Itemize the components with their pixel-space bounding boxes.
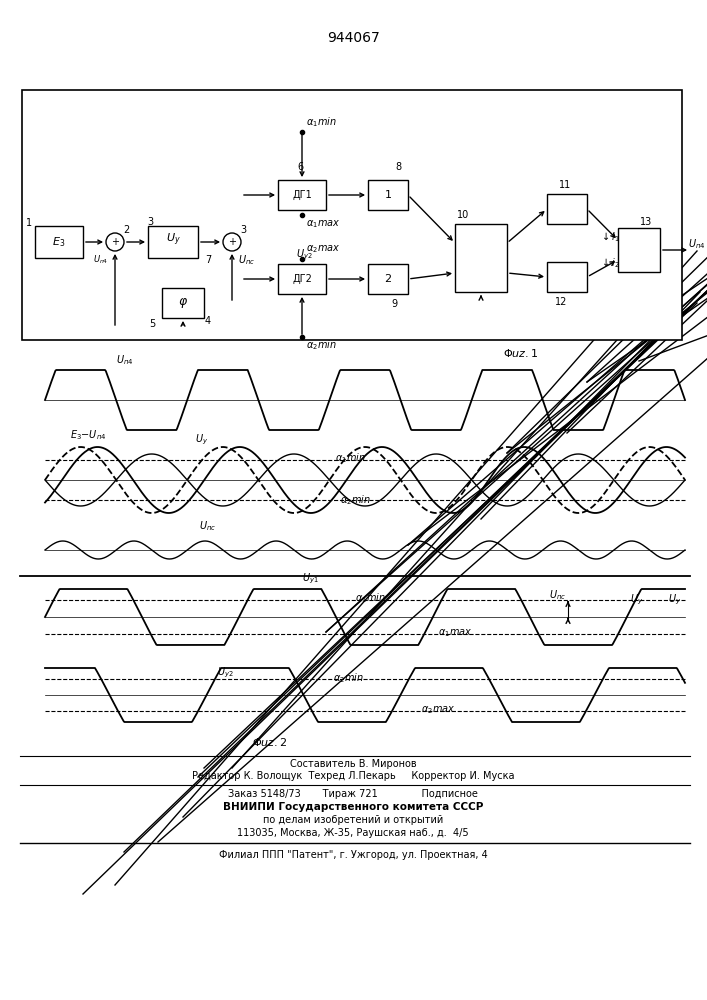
Bar	[278, 180, 326, 210]
Text: $\alpha_2 min$: $\alpha_2 min$	[339, 493, 370, 507]
Bar	[368, 180, 408, 210]
Text: $\Phi uz.1$: $\Phi uz.1$	[503, 347, 538, 359]
Bar	[148, 226, 198, 258]
Bar	[547, 194, 587, 224]
Text: $\alpha_1 max$: $\alpha_1 max$	[306, 218, 340, 230]
Text: 3: 3	[147, 217, 153, 227]
Text: ДГ1: ДГ1	[292, 190, 312, 200]
Bar	[278, 264, 326, 294]
Text: 6: 6	[297, 162, 303, 172]
Text: $\alpha_1 min$: $\alpha_1 min$	[355, 591, 385, 605]
Text: Редактор К. Волощук  Техред Л.Пекарь     Корректор И. Муска: Редактор К. Волощук Техред Л.Пекарь Корр…	[192, 771, 514, 781]
Bar	[455, 224, 507, 292]
Text: $\alpha_2 max$: $\alpha_2 max$	[306, 243, 340, 255]
Bar	[618, 228, 660, 272]
Text: $\alpha_2 max$: $\alpha_2 max$	[421, 704, 455, 716]
Bar	[547, 262, 587, 292]
Text: $\downarrow i_1$: $\downarrow i_1$	[600, 230, 620, 244]
Text: 2: 2	[385, 274, 392, 284]
Text: $U_{п4}$: $U_{п4}$	[93, 254, 109, 266]
Text: $U_{пc}$: $U_{пc}$	[238, 253, 256, 267]
Text: 4: 4	[205, 316, 211, 326]
Text: $U_{y2}$: $U_{y2}$	[216, 666, 233, 680]
Text: 13: 13	[640, 217, 652, 227]
Text: $\alpha_1 min$: $\alpha_1 min$	[306, 115, 337, 129]
Text: $\alpha_1 max$: $\alpha_1 max$	[438, 627, 472, 639]
Text: $E_3$: $E_3$	[52, 235, 66, 249]
Text: $U_{пc}$: $U_{пc}$	[199, 519, 216, 533]
Text: Составитель В. Миронов: Составитель В. Миронов	[290, 759, 416, 769]
Text: $U_{п4}$: $U_{п4}$	[688, 237, 706, 251]
Text: ВНИИПИ Государственного комитета СССР: ВНИИПИ Государственного комитета СССР	[223, 802, 483, 812]
Text: 1: 1	[385, 190, 392, 200]
Text: $U_{пc}$: $U_{пc}$	[549, 588, 566, 602]
Text: 10: 10	[457, 210, 469, 220]
Bar	[35, 226, 83, 258]
Bar	[162, 288, 204, 318]
Text: 7: 7	[205, 255, 211, 265]
Text: 944067: 944067	[327, 31, 380, 45]
Text: $\varphi$: $\varphi$	[178, 296, 188, 310]
Text: по делам изобретений и открытий: по делам изобретений и открытий	[263, 815, 443, 825]
Text: $U_y$: $U_y$	[165, 232, 180, 248]
Text: 2: 2	[123, 225, 129, 235]
Text: $E_3{-}U_{п4}$: $E_3{-}U_{п4}$	[70, 428, 106, 442]
Text: 1: 1	[26, 218, 32, 228]
Text: 12: 12	[555, 297, 567, 307]
Text: $U_{y2}$: $U_{y2}$	[296, 248, 312, 262]
Text: $U_y$: $U_y$	[631, 593, 643, 607]
Text: ДГ2: ДГ2	[292, 274, 312, 284]
Text: $\downarrow i_2$: $\downarrow i_2$	[600, 256, 620, 270]
Text: $\alpha_1 min$: $\alpha_1 min$	[334, 451, 366, 465]
Text: 8: 8	[395, 162, 401, 172]
Text: $U_{y1}$: $U_{y1}$	[302, 572, 318, 586]
Text: $\alpha_2 min$: $\alpha_2 min$	[306, 338, 337, 352]
Text: 5: 5	[149, 319, 155, 329]
Text: Филиал ППП "Патент", г. Ужгород, ул. Проектная, 4: Филиал ППП "Патент", г. Ужгород, ул. Про…	[218, 850, 487, 860]
Text: 11: 11	[559, 180, 571, 190]
Text: $\Phi uz.2$: $\Phi uz.2$	[252, 736, 288, 748]
Circle shape	[223, 233, 241, 251]
Text: +: +	[111, 237, 119, 247]
Bar	[22, 90, 682, 340]
Text: +: +	[228, 237, 236, 247]
Text: Заказ 5148/73       Тираж 721              Подписное: Заказ 5148/73 Тираж 721 Подписное	[228, 789, 478, 799]
Text: $U_y$: $U_y$	[668, 593, 682, 607]
Text: $U_y$: $U_y$	[195, 433, 209, 447]
Text: 113035, Москва, Ж-35, Раушская наб., д.  4/5: 113035, Москва, Ж-35, Раушская наб., д. …	[237, 828, 469, 838]
Circle shape	[106, 233, 124, 251]
Text: 3: 3	[240, 225, 246, 235]
Text: $U_{п4}$: $U_{п4}$	[116, 353, 134, 367]
Text: 9: 9	[391, 299, 397, 309]
Text: $\alpha_2 min$: $\alpha_2 min$	[332, 671, 363, 685]
Bar	[368, 264, 408, 294]
